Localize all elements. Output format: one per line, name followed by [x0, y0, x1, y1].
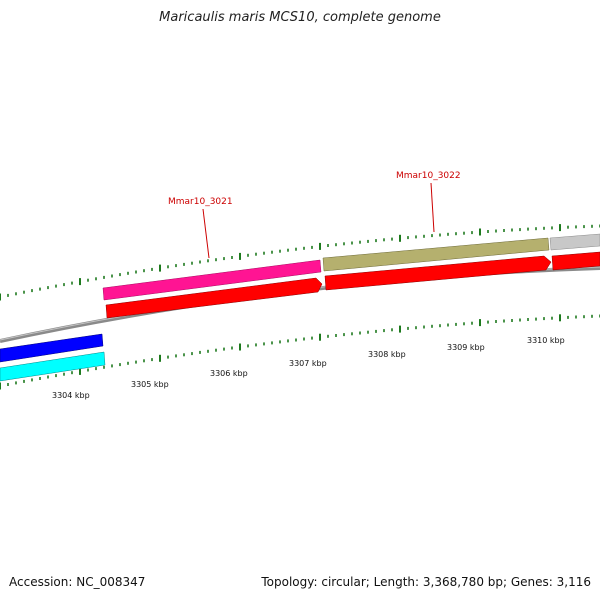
leader-mmar10-3021 — [202, 208, 210, 259]
genome-backbone — [0, 266, 600, 343]
tick-label-3310: 3310 kbp — [527, 336, 565, 345]
inner-tick-ring — [0, 314, 600, 390]
gene-red-3[interactable] — [551, 251, 600, 271]
leader-mmar10-3022 — [430, 182, 435, 233]
gene-blue[interactable] — [0, 333, 104, 363]
tick-label-3304: 3304 kbp — [52, 391, 90, 400]
outer-tick-ring — [0, 224, 600, 301]
tick-label-3309: 3309 kbp — [447, 343, 485, 352]
map-title: Maricaulis maris MCS10, complete genome — [159, 10, 441, 25]
tick-label-3307: 3307 kbp — [289, 359, 327, 368]
tick-label-3306: 3306 kbp — [210, 369, 248, 378]
gene-mmar10-3022[interactable] — [322, 237, 550, 272]
gene-red-2[interactable] — [324, 255, 552, 291]
gene-grey[interactable] — [549, 233, 600, 251]
gene-mmar10-3021[interactable] — [102, 259, 322, 301]
gene-cyan[interactable] — [0, 351, 106, 382]
gene-label-mmar10-3022: Mmar10_3022 — [396, 171, 461, 181]
tick-label-3308: 3308 kbp — [368, 350, 406, 359]
gene-red-1[interactable] — [105, 277, 323, 319]
gene-label-mmar10-3021: Mmar10_3021 — [168, 197, 233, 207]
genome-backbone-highlight — [0, 266, 600, 341]
accession-text: Accession: NC_008347 — [9, 575, 146, 589]
genome-summary-text: Topology: circular; Length: 3,368,780 bp… — [261, 575, 591, 589]
tick-label-3305: 3305 kbp — [131, 380, 169, 389]
